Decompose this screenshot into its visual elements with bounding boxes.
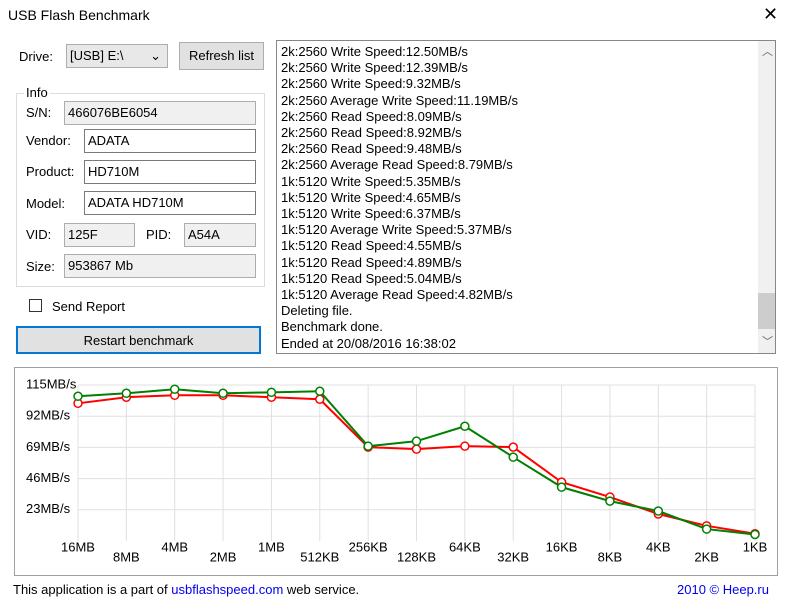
log-line: Deleting file. xyxy=(281,303,353,319)
data-point xyxy=(266,387,277,398)
scroll-up[interactable]: ︿ xyxy=(762,46,773,58)
footer-before: This application is a part of xyxy=(13,582,168,597)
pid-label: PID: xyxy=(146,227,172,242)
log-line: 1k:5120 Write Speed:6.37MB/s xyxy=(281,206,461,221)
data-point xyxy=(411,436,422,446)
model-field[interactable]: ADATA HD710M xyxy=(84,191,256,215)
info-group xyxy=(16,93,265,287)
log-line: 1k:5120 Average Read Speed:4.82MB/s xyxy=(281,287,513,302)
data-point xyxy=(218,388,228,399)
size-label: Size: xyxy=(26,259,55,274)
chart: 23MB/s 46MB/s 69MB/s 92MB/s 115MB/s 16MB 8MB 4M… xyxy=(26,376,768,564)
scroll-thumb[interactable] xyxy=(758,293,775,329)
x-tick-label: 256KB xyxy=(349,539,388,554)
data-point xyxy=(315,386,325,396)
dropdown-arrow: ⌄ xyxy=(150,48,161,63)
copyright-link[interactable]: 2010 © Heep.ru xyxy=(677,582,769,597)
x-tick-label: 2KB xyxy=(694,549,719,564)
y-tick-label: 115MB/s xyxy=(26,376,77,391)
x-tick-label: 4KB xyxy=(646,539,671,554)
x-tick-label: 1MB xyxy=(258,539,285,554)
x-tick-label: 16KB xyxy=(546,539,578,554)
product-field[interactable]: HD710M xyxy=(84,160,256,184)
data-point xyxy=(605,496,615,506)
pid-field: A54A xyxy=(184,223,256,247)
send-report-label[interactable]: Send Report xyxy=(52,299,125,314)
data-point xyxy=(508,452,518,462)
log-line: 1k:5120 Write Speed:5.35MB/s xyxy=(281,173,461,189)
vendor-label: Vendor: xyxy=(26,133,71,148)
log-line: 2k:2560 Write Speed:12.39MB/s xyxy=(281,60,468,76)
data-point xyxy=(169,384,180,394)
data-point xyxy=(460,441,470,451)
info-title: Info xyxy=(24,85,50,100)
log-line: 1k:5120 Write Speed:4.65MB/s xyxy=(281,189,461,205)
data-point xyxy=(556,482,567,492)
log-line: 2k:2560 Read Speed:9.48MB/s xyxy=(281,141,462,157)
footer-text: This application is a part of usbflashsp… xyxy=(13,582,359,597)
drive-value: [USB] E:\ xyxy=(70,48,124,63)
x-tick-label: 8KB xyxy=(598,549,623,564)
drive-dropdown[interactable]: [USB] E:\ ⌄ xyxy=(66,44,168,68)
x-tick-label: 1KB xyxy=(743,539,768,554)
vendor-field[interactable]: ADATA xyxy=(84,129,256,153)
close-button[interactable]: ✕ xyxy=(763,4,779,24)
log-line: 1k:5120 Read Speed:4.55MB/s xyxy=(281,238,462,254)
size-field: 953867 Mb xyxy=(64,254,256,278)
log-line: 2k:2560 Write Speed:12.50MB/s xyxy=(281,44,468,59)
data-point xyxy=(653,506,664,516)
scroll-down[interactable]: ﹀ xyxy=(762,336,773,348)
x-tick-label: 8MB xyxy=(113,549,140,564)
x-tick-label: 2MB xyxy=(210,549,237,564)
log-line: Ended at 20/08/2016 16:38:02 xyxy=(281,335,456,351)
data-point xyxy=(701,524,712,534)
x-tick-label: 16MB xyxy=(61,539,95,554)
product-label: Product: xyxy=(26,164,75,179)
x-tick-label: 4MB xyxy=(161,539,188,554)
log-line: 2k:2560 Read Speed:8.92MB/s xyxy=(281,125,462,140)
chart-frame: 23MB/s 46MB/s 69MB/s 92MB/s 115MB/s 16MB 8MB 4M… xyxy=(14,367,778,576)
log-box[interactable]: ︿ ﹀ 2k:2560 Write Speed:12.50MB/s 2k:2560… xyxy=(276,40,776,354)
window-title: USB Flash Benchmark xyxy=(8,7,150,23)
x-tick-label: 512KB xyxy=(300,549,339,564)
footer-after: web service. xyxy=(286,582,360,597)
log-line: 2k:2560 Average Read Speed:8.79MB/s xyxy=(281,157,513,173)
log-line: 2k:2560 Write Speed:9.32MB/s xyxy=(281,76,461,92)
log-line: 2k:2560 Average Write Speed:11.19MB/s xyxy=(281,92,519,108)
data-point xyxy=(508,442,518,452)
log-line: 1k:5120 Read Speed:5.04MB/s xyxy=(281,270,462,286)
model-label: Model: xyxy=(26,196,66,211)
x-tick-label: 64KB xyxy=(449,539,481,554)
y-tick-label: 69MB/s xyxy=(26,439,71,454)
data-point xyxy=(73,391,83,402)
log-line: 2k:2560 Read Speed:8.09MB/s xyxy=(281,108,462,124)
refresh-button[interactable]: Refresh list xyxy=(179,42,264,70)
data-point xyxy=(411,444,422,454)
y-tick-label: 92MB/s xyxy=(26,408,71,423)
data-point xyxy=(363,441,373,451)
log-line: 1k:5120 Read Speed:4.89MB/s xyxy=(281,254,462,270)
send-report-checkbox[interactable] xyxy=(29,299,42,312)
data-point xyxy=(750,529,760,540)
log-line: 1k:5120 Average Write Speed:5.37MB/s xyxy=(281,222,512,238)
data-point xyxy=(460,421,470,431)
data-point xyxy=(315,394,325,404)
drive-label: Drive: xyxy=(19,49,53,64)
y-tick-label: 46MB/s xyxy=(26,470,71,485)
vid-label: VID: xyxy=(26,227,52,242)
footer-link[interactable]: usbflashspeed.com xyxy=(171,582,284,597)
x-tick-label: 32KB xyxy=(497,549,529,564)
sn-field: 466076BE6054 xyxy=(64,101,256,125)
scrollbar[interactable]: ︿ ﹀ xyxy=(758,41,775,353)
x-tick-label: 128KB xyxy=(397,549,436,564)
sn-label: S/N: xyxy=(26,105,52,120)
y-tick-label: 23MB/s xyxy=(26,501,71,516)
restart-button[interactable]: Restart benchmark xyxy=(16,326,261,354)
log-line: Benchmark done. xyxy=(281,319,383,335)
data-point xyxy=(121,388,132,399)
vid-field: 125F xyxy=(64,223,135,247)
